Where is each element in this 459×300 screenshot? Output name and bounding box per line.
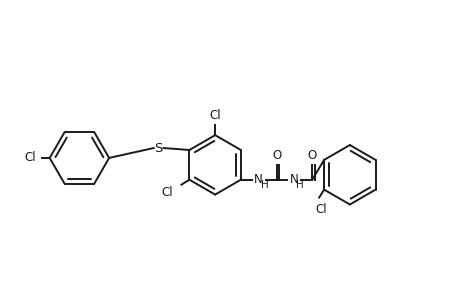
Text: N: N <box>289 173 298 186</box>
Text: H: H <box>260 180 268 190</box>
Text: Cl: Cl <box>209 109 220 122</box>
Text: H: H <box>296 180 303 190</box>
Text: Cl: Cl <box>315 203 326 216</box>
Text: Cl: Cl <box>24 152 36 164</box>
Text: O: O <box>307 149 316 162</box>
Text: Cl: Cl <box>162 186 173 199</box>
Text: O: O <box>271 149 280 162</box>
Text: N: N <box>254 173 263 186</box>
Text: S: S <box>154 142 162 154</box>
